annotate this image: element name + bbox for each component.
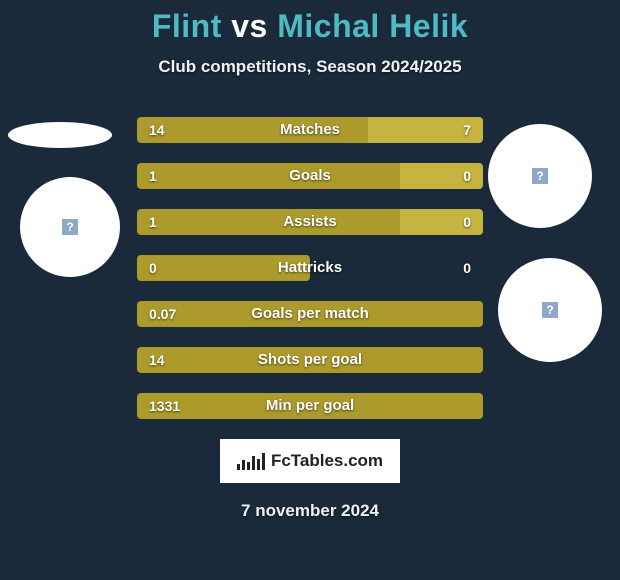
stat-label: Min per goal <box>137 393 483 419</box>
stat-label: Hattricks <box>137 255 483 281</box>
stat-rows: Matches147Goals10Assists10Hattricks00Goa… <box>137 117 483 419</box>
stat-row: Goals1 0 <box>137 163 483 189</box>
stat-value-left: 14 <box>149 117 165 143</box>
player1-name: Flint <box>152 8 222 44</box>
stat-row: Assists1 0 <box>137 209 483 235</box>
stat-value-right: 0 <box>463 255 471 281</box>
title-vs: vs <box>231 8 268 44</box>
stat-value-left: 1 <box>149 163 157 189</box>
brand-name: FcTables.com <box>271 451 383 471</box>
stat-value-right: 0 <box>463 163 471 189</box>
subtitle: Club competitions, Season 2024/2025 <box>0 57 620 77</box>
stat-row: Shots per goal14 <box>137 347 483 373</box>
stat-label: Goals <box>137 163 483 189</box>
brand-logo-text: FcTables.com <box>237 451 383 471</box>
stat-label: Shots per goal <box>137 347 483 373</box>
stat-value-right: 0 <box>463 209 471 235</box>
stat-row: Hattricks0 0 <box>137 255 483 281</box>
stat-value-left: 14 <box>149 347 165 373</box>
stat-label: Assists <box>137 209 483 235</box>
comparison-card: Flint vs Michal Helik Club competitions,… <box>0 0 620 580</box>
placeholder-icon <box>62 219 78 235</box>
brand-logo: FcTables.com <box>220 439 400 483</box>
stat-value-left: 0.07 <box>149 301 176 327</box>
stat-row: Goals per match0.07 <box>137 301 483 327</box>
stat-label: Goals per match <box>137 301 483 327</box>
stat-row: Min per goal1331 <box>137 393 483 419</box>
placeholder-icon <box>532 168 548 184</box>
stat-value-left: 1331 <box>149 393 180 419</box>
title: Flint vs Michal Helik <box>0 8 620 45</box>
date: 7 november 2024 <box>0 501 620 521</box>
decor-circle-right-1 <box>488 124 592 228</box>
decor-circle-left <box>20 177 120 277</box>
stat-value-left: 0 <box>149 255 157 281</box>
player2-name: Michal Helik <box>277 8 468 44</box>
bars-icon <box>237 453 265 470</box>
decor-ellipse <box>8 122 112 148</box>
stat-value-left: 1 <box>149 209 157 235</box>
placeholder-icon <box>542 302 558 318</box>
stat-row: Matches14 7 <box>137 117 483 143</box>
stat-label: Matches <box>137 117 483 143</box>
stat-value-right: 7 <box>463 117 471 143</box>
decor-circle-right-2 <box>498 258 602 362</box>
